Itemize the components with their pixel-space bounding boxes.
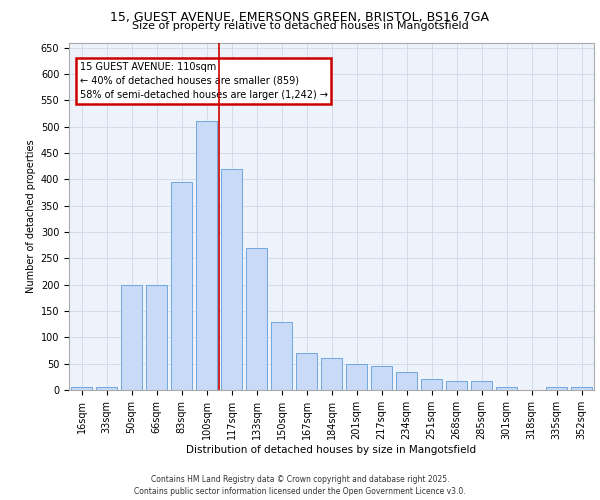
Bar — [221, 169, 242, 390]
Text: 15, GUEST AVENUE, EMERSONS GREEN, BRISTOL, BS16 7GA: 15, GUEST AVENUE, EMERSONS GREEN, BRISTO… — [110, 11, 490, 24]
Y-axis label: Number of detached properties: Number of detached properties — [26, 140, 37, 293]
Bar — [171, 182, 192, 390]
Bar — [371, 366, 392, 390]
Bar — [571, 388, 592, 390]
Bar — [296, 353, 317, 390]
Bar — [346, 364, 367, 390]
Text: 15 GUEST AVENUE: 110sqm
← 40% of detached houses are smaller (859)
58% of semi-d: 15 GUEST AVENUE: 110sqm ← 40% of detache… — [79, 62, 328, 100]
Bar — [396, 372, 417, 390]
Bar — [446, 380, 467, 390]
Bar — [496, 388, 517, 390]
Bar — [246, 248, 267, 390]
Bar — [421, 380, 442, 390]
Text: Size of property relative to detached houses in Mangotsfield: Size of property relative to detached ho… — [131, 21, 469, 31]
Bar — [121, 284, 142, 390]
Bar — [196, 122, 217, 390]
Bar — [271, 322, 292, 390]
Bar — [546, 388, 567, 390]
Bar — [321, 358, 342, 390]
Bar — [146, 284, 167, 390]
Bar — [471, 380, 492, 390]
Text: Contains HM Land Registry data © Crown copyright and database right 2025.
Contai: Contains HM Land Registry data © Crown c… — [134, 475, 466, 496]
Bar — [96, 388, 117, 390]
X-axis label: Distribution of detached houses by size in Mangotsfield: Distribution of detached houses by size … — [187, 444, 476, 454]
Bar — [71, 388, 92, 390]
